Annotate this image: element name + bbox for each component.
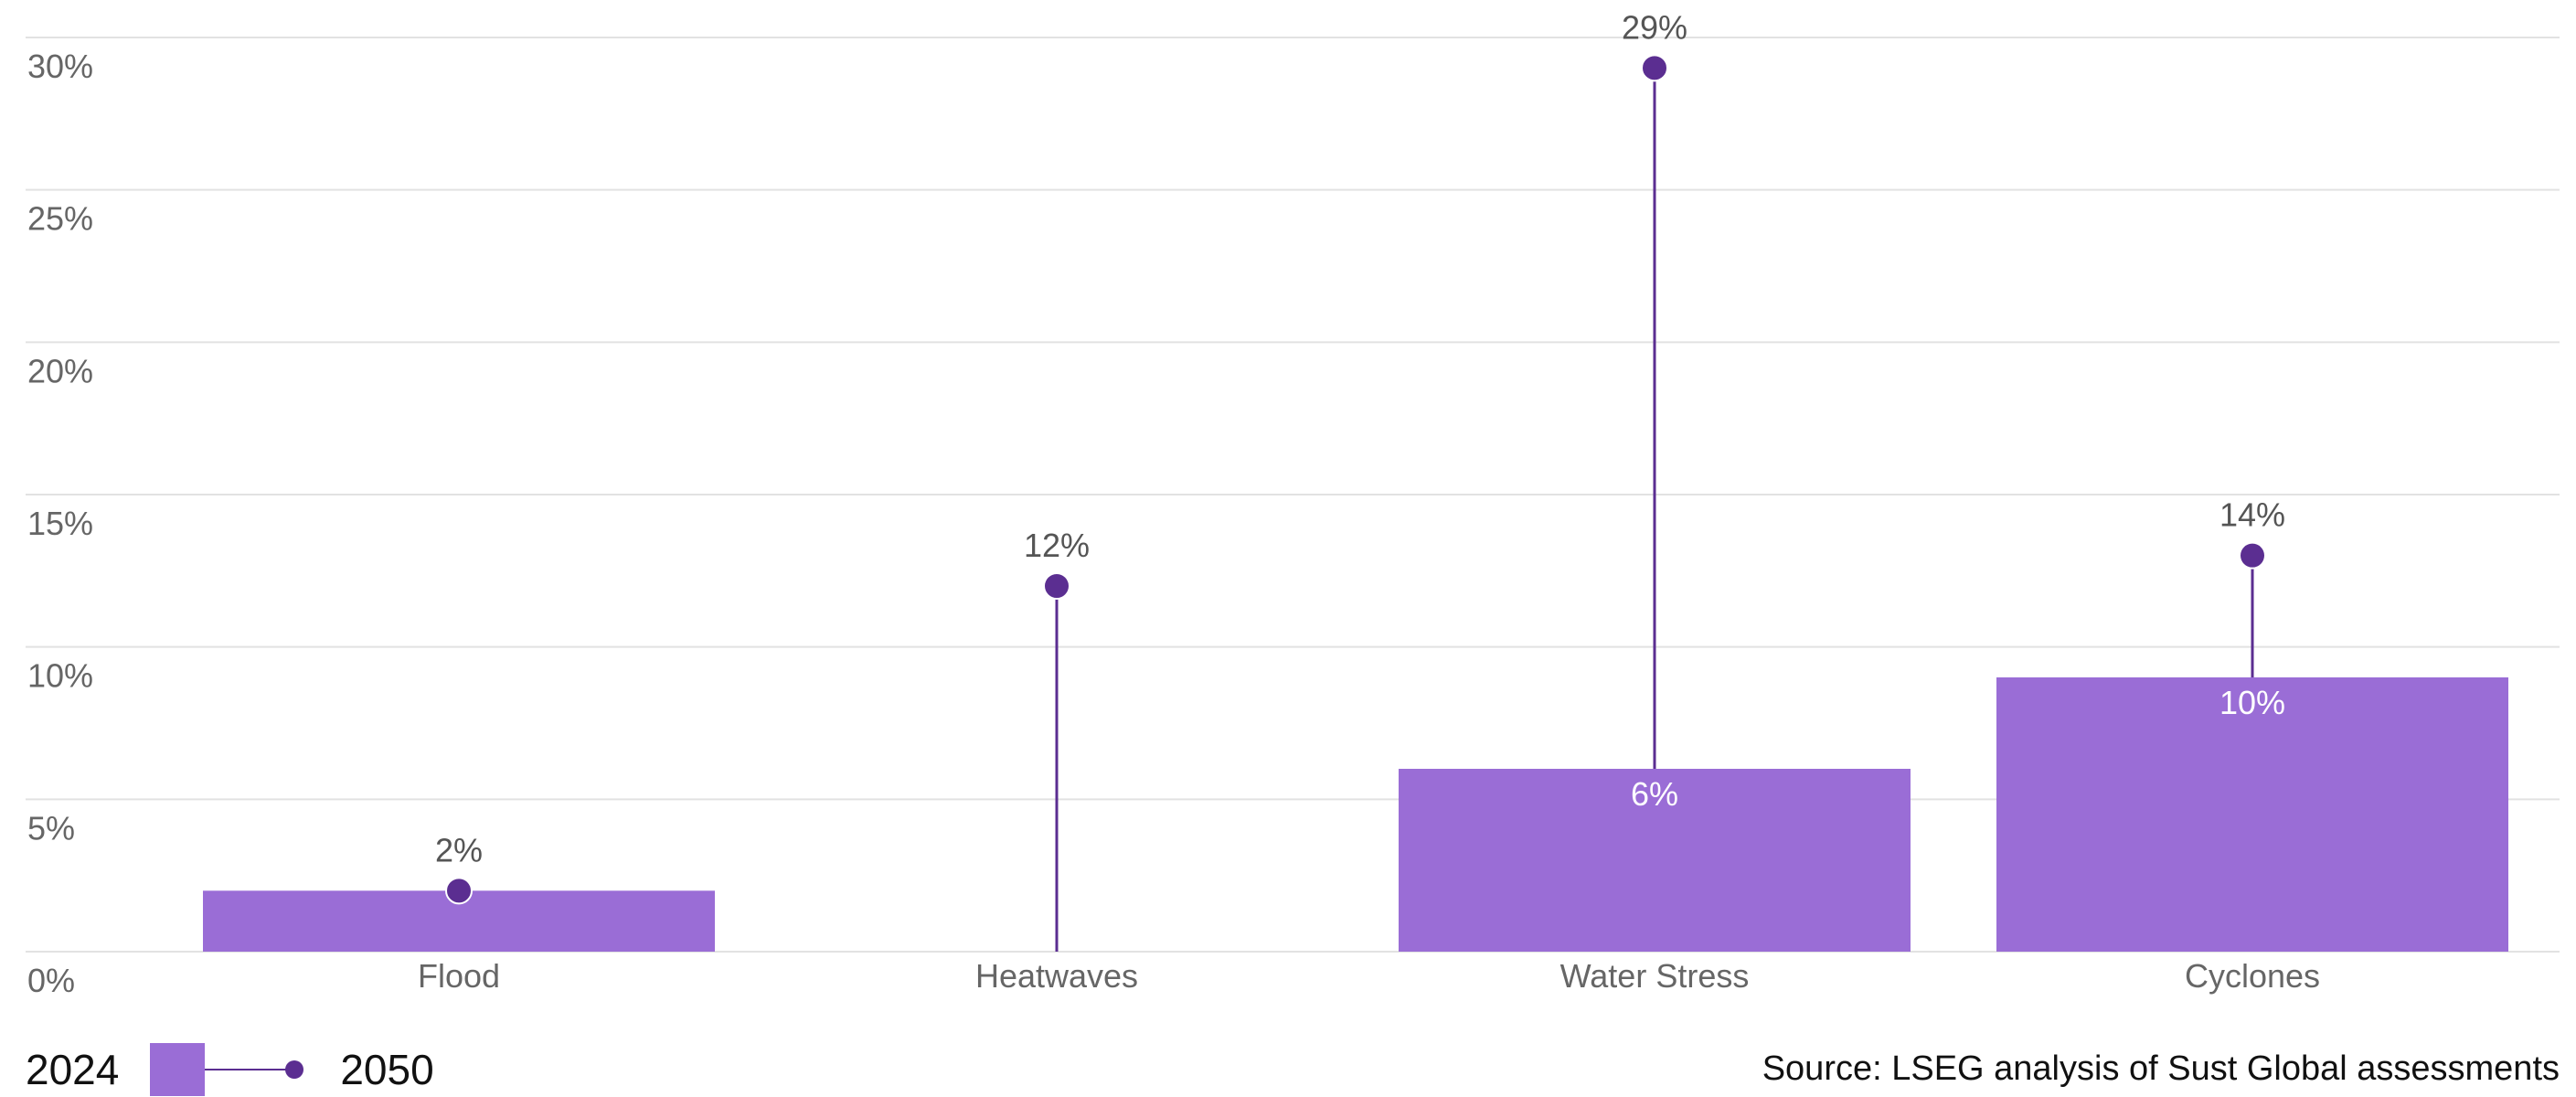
legend-2050-label: 2050 bbox=[340, 1046, 434, 1093]
bar-2024 bbox=[1996, 677, 2508, 952]
source-note: Source: LSEG analysis of Sust Global ass… bbox=[1762, 1049, 2560, 1088]
legend: 2024 2050 bbox=[26, 1042, 434, 1097]
data-label-2050: 12% bbox=[1024, 527, 1090, 564]
data-label-2050: 29% bbox=[1622, 8, 1687, 46]
legend-bar-swatch bbox=[150, 1043, 206, 1096]
legend-2024-label: 2024 bbox=[26, 1046, 120, 1093]
x-tick-label: Heatwaves bbox=[975, 957, 1138, 995]
y-tick-label: 30% bbox=[27, 48, 93, 85]
y-tick-label: 25% bbox=[27, 200, 93, 238]
data-label-2050: 2% bbox=[435, 831, 483, 868]
bar-2024 bbox=[1399, 769, 1911, 952]
lollipop-dot-2050 bbox=[445, 877, 473, 905]
x-tick-label: Flood bbox=[418, 957, 500, 995]
legend-lollipop-marker bbox=[205, 1043, 304, 1096]
data-label-2024: 10% bbox=[2219, 684, 2285, 721]
x-tick-label: Water Stress bbox=[1560, 957, 1750, 995]
x-tick-label: Cyclones bbox=[2185, 957, 2320, 995]
lollipop-dot-2050 bbox=[2239, 541, 2266, 570]
legend-dot bbox=[285, 1060, 304, 1079]
y-tick-label: 10% bbox=[27, 657, 93, 695]
data-label-2050: 14% bbox=[2219, 496, 2285, 534]
y-tick-label: 5% bbox=[27, 809, 75, 847]
y-tick-label: 20% bbox=[27, 352, 93, 389]
y-tick-label: 0% bbox=[27, 962, 75, 999]
lollipop-dot-2050 bbox=[1043, 572, 1070, 600]
lollipop-dot-2050 bbox=[1641, 54, 1668, 82]
legend-line bbox=[205, 1069, 297, 1070]
y-tick-label: 15% bbox=[27, 505, 93, 542]
data-label-2024: 6% bbox=[1631, 775, 1678, 813]
